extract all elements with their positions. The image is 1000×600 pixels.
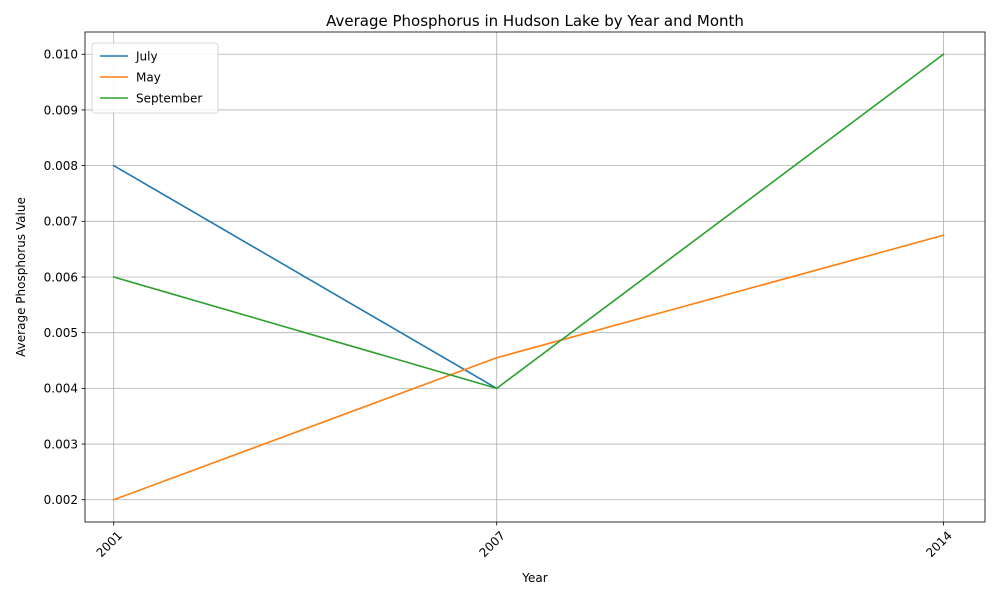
y-tick-label: 0.007: [44, 215, 78, 229]
x-axis-label: Year: [521, 571, 547, 585]
series-lines: [112, 53, 945, 501]
y-tick-label: 0.004: [44, 382, 78, 396]
y-axis-label: Average Phosphorus Value: [14, 197, 28, 357]
legend-entry: May: [136, 70, 161, 84]
series-line-july: [112, 164, 498, 390]
chart-title: Average Phosphorus in Hudson Lake by Yea…: [326, 12, 744, 30]
legend-entry: July: [135, 49, 158, 63]
series-line-may: [112, 234, 945, 501]
legend-entry: September: [136, 91, 202, 105]
y-tick-label: 0.008: [44, 159, 78, 173]
y-tick-label: 0.006: [44, 270, 78, 284]
y-tick-label: 0.010: [44, 48, 78, 62]
y-tick-label: 0.003: [44, 437, 78, 451]
series-line-september: [112, 53, 945, 390]
y-axis-ticks: 0.002 0.003 0.004 0.005 0.006 0.007 0.008 0.009…: [44, 48, 85, 507]
y-tick-label: 0.005: [44, 326, 78, 340]
legend: July May September: [91, 42, 219, 114]
y-tick-label: 0.002: [44, 493, 78, 507]
legend-box: [91, 42, 219, 114]
y-tick-label: 0.009: [44, 103, 78, 117]
